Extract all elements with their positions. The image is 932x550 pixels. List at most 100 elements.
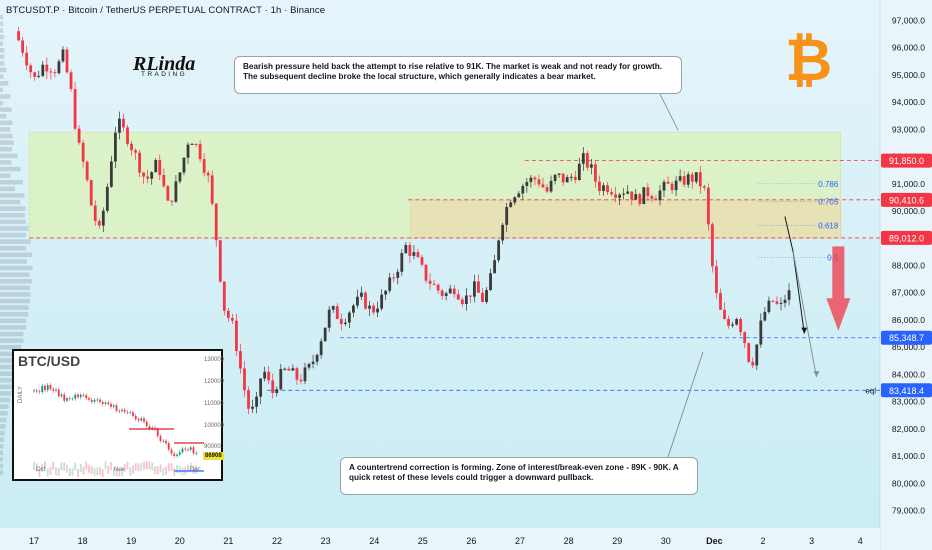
volume-profile-bar [0, 312, 29, 317]
inset-volume-bar [63, 462, 66, 471]
inset-volume-bar [107, 465, 110, 474]
candle-body [372, 305, 375, 313]
candle-body [319, 341, 323, 355]
candle-body [69, 72, 73, 90]
volume-profile-bar [0, 404, 9, 409]
inset-candle-body [110, 403, 112, 407]
volume-profile-bar [0, 186, 16, 192]
inset-candle-body [88, 397, 90, 400]
candle-body [775, 301, 779, 304]
inset-xtick: Nov [114, 467, 125, 473]
volume-profile-bar [0, 358, 19, 363]
volume-profile-bar [0, 430, 5, 436]
candle-body [210, 175, 214, 204]
inset-ytick: 130000 [204, 357, 225, 363]
inset-volume-bar [195, 465, 198, 474]
y-tick-label: 82,000.0 [892, 424, 925, 434]
inset-volume-bar [170, 463, 173, 472]
inset-candle-body [195, 452, 198, 454]
candle-body [25, 52, 29, 66]
inset-volume-bar [173, 467, 176, 476]
volume-profile-bar [0, 173, 11, 178]
inset-volume-bar [57, 467, 60, 476]
candle-body [380, 294, 384, 309]
volume-profile-bar [0, 424, 6, 429]
candle-body [190, 143, 194, 145]
inset-volume-bar [126, 461, 129, 470]
inset-candle-body [55, 389, 57, 391]
candle-body [150, 172, 154, 179]
inset-candle-body [178, 452, 181, 455]
candle-body [751, 361, 755, 366]
volume-profile-bar [0, 437, 5, 442]
candle-body [408, 244, 412, 256]
candle-body [763, 311, 767, 321]
candle-body [473, 281, 476, 297]
inset-volume-bar [82, 466, 85, 475]
volume-profile-bar [0, 331, 24, 337]
candle-body [356, 296, 359, 306]
inset-volume-bar [77, 468, 79, 477]
candle-body [460, 299, 464, 304]
x-tick-label: 19 [126, 536, 136, 546]
inset-volume-bar [44, 461, 46, 470]
candle-body [493, 260, 496, 274]
inset-daily-chart: BTC/USD 130000 120000 110000 100000 9000… [12, 349, 225, 481]
candle-body [49, 71, 53, 73]
y-tick-label: 81,000.0 [892, 451, 925, 461]
candle-body [420, 257, 424, 265]
inset-volume-bar [159, 464, 162, 473]
volume-profile-bar [0, 160, 12, 165]
projection-arrowhead [801, 327, 808, 334]
inset-candle-body [85, 395, 88, 398]
candle-body [303, 367, 307, 382]
inset-candle-body [176, 454, 178, 456]
inset-volume-bar [46, 468, 49, 477]
inset-volume-bar [55, 467, 57, 476]
level-tag [881, 230, 932, 245]
inset-candle-body [74, 394, 77, 399]
candle-body [271, 380, 275, 393]
candle-body [686, 174, 690, 185]
candle-body [731, 324, 734, 326]
chart-title: BTCUSDT.P · Bitcoin / TetherUS PERPETUAL… [6, 5, 326, 16]
volume-profile-bar [0, 153, 18, 159]
candle-body [315, 354, 319, 362]
inset-volume-bar [96, 467, 99, 476]
candle-body [154, 160, 158, 173]
candle-body [198, 144, 202, 160]
inset-candle-body [101, 401, 104, 404]
candle-body [424, 264, 428, 281]
volume-profile-bar [0, 100, 3, 106]
candle-body [347, 312, 351, 323]
inset-candle-body [121, 409, 123, 412]
inset-ytick: 120000 [204, 379, 225, 385]
candle-body [364, 292, 367, 309]
volume-profile-bar [0, 199, 21, 205]
candle-body [396, 271, 400, 278]
inset-volume-bar [112, 467, 115, 476]
inset-side-label: DAILY [18, 386, 24, 403]
candle-body [142, 172, 146, 177]
candle-body [287, 368, 291, 371]
inset-volume-bar [38, 468, 41, 477]
candle-body [400, 253, 404, 272]
candle-body [53, 72, 57, 74]
volume-profile-bar [0, 285, 31, 291]
candle-body [259, 378, 263, 397]
volume-profile-bar [0, 219, 26, 225]
candle-body [335, 306, 339, 319]
candle-body [114, 132, 117, 162]
candle-body [202, 159, 206, 173]
candle-body [654, 198, 658, 201]
candle-body [416, 252, 420, 258]
candle-body [299, 379, 303, 382]
candle-body [436, 284, 440, 291]
annotation-top: Bearish pressure held back the attempt t… [234, 56, 682, 94]
inset-volume-bar [52, 461, 55, 470]
inset-ytick: 110000 [204, 401, 224, 407]
volume-profile-bar [0, 193, 25, 198]
candle-body [711, 224, 714, 267]
inset-candle-body [184, 448, 187, 450]
